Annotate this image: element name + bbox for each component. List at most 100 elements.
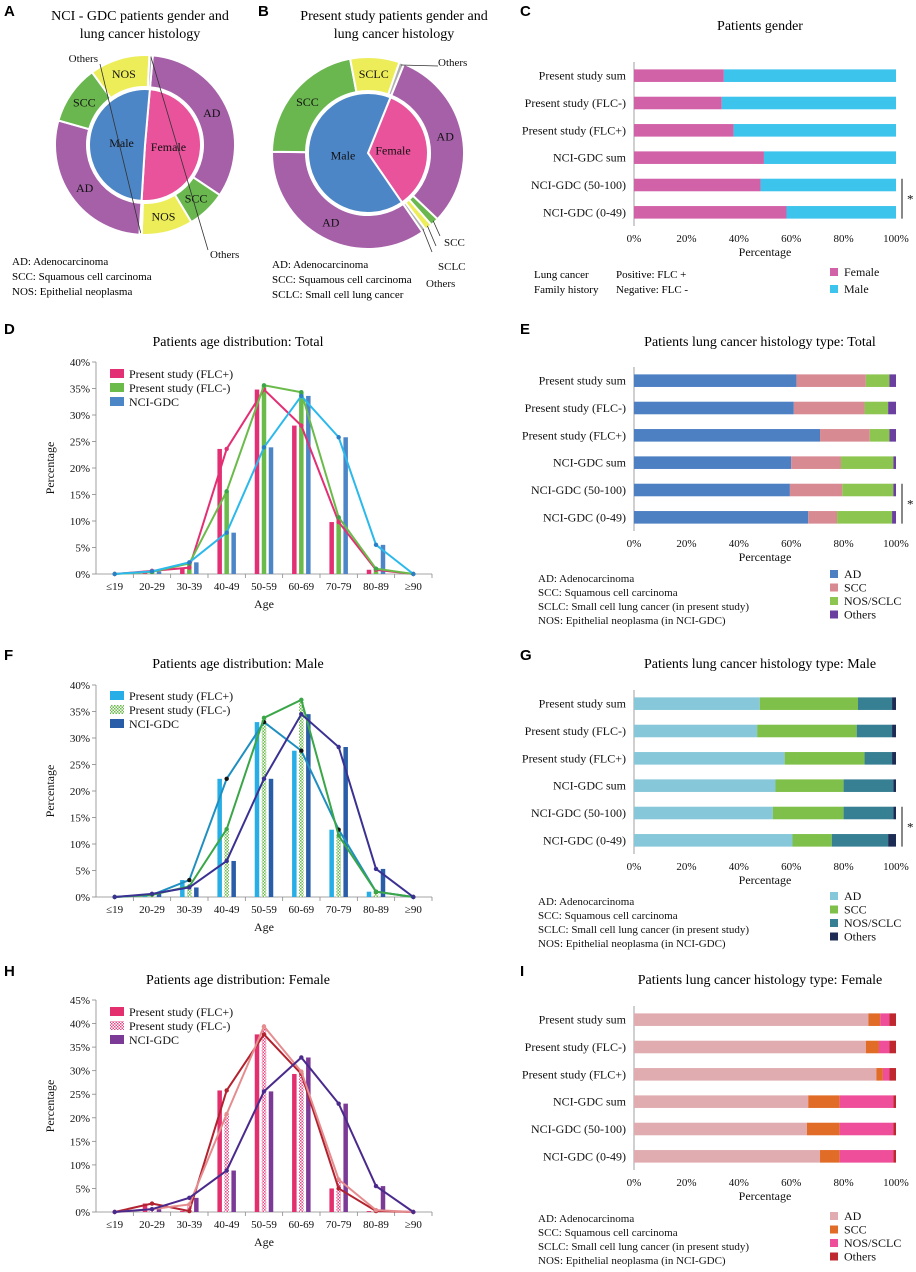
bar [336, 517, 341, 574]
bar [343, 437, 348, 574]
bar-segment [784, 752, 865, 765]
bar-segment [840, 456, 894, 469]
bar-segment [634, 69, 724, 82]
abbreviation-note: SCC: Squamous cell carcinoma [538, 910, 678, 922]
category-label: NCI-GDC sum [553, 1095, 627, 1109]
significance-marker: * [907, 192, 914, 207]
panel-title-line2: lung cancer histology [334, 27, 455, 42]
abbreviation-note: NOS: Epithelial neoplasma (in NCI-GDC) [538, 938, 726, 950]
bar [380, 868, 386, 897]
legend-label: NOS/SCLC [844, 916, 901, 930]
data-point [149, 569, 155, 574]
data-point [373, 566, 379, 571]
x-axis-label: Percentage [739, 245, 792, 259]
bar-segment [634, 1150, 821, 1163]
bar [299, 699, 304, 897]
x-tick-label: ≤19 [106, 581, 124, 593]
data-point [187, 1208, 192, 1214]
panel-title-line1: NCI - GDC patients gender and [51, 9, 229, 24]
bar-segment [793, 401, 865, 415]
x-axis-label: Age [254, 920, 274, 934]
outer-slice-label: SCC [296, 95, 319, 109]
data-point [299, 748, 304, 753]
bar-segment [634, 779, 776, 792]
panel-title: Patients lung cancer histology type: Fem… [638, 973, 883, 988]
data-point [149, 1206, 155, 1212]
y-tick-label: 20% [70, 1113, 90, 1125]
bar-segment [634, 1122, 807, 1136]
bar [380, 1186, 386, 1212]
bar-segment [634, 96, 722, 110]
bar-segment [889, 1040, 896, 1054]
x-tick-label: 100% [883, 233, 909, 245]
data-point [261, 1089, 267, 1094]
y-tick-label: 5% [75, 543, 90, 555]
bar-segment [808, 1095, 840, 1108]
stacked-bar-chart: 0% 20% 40% 60% 80% 100% Percentage Present stud… [522, 690, 914, 950]
legend-swatch [830, 570, 838, 578]
data-point [373, 542, 379, 548]
data-point [336, 833, 341, 838]
age-distribution-chart: 0% 5% 10% 15% 20% 25% 30% 35% 40% ≤19 20-29 30-39 40… [43, 680, 433, 934]
x-tick-label: 40% [729, 233, 749, 245]
label-leader-line [150, 57, 209, 251]
legend-swatch [830, 1212, 838, 1220]
bar-segment [634, 124, 734, 137]
bar [217, 1090, 222, 1212]
data-point [112, 894, 117, 900]
panel-title-line2: lung cancer histology [80, 27, 201, 42]
age-distribution-chart: 0% 5% 10% 15% 20% 25% 30% 35% 40% ≤19 20-29 30-39 40… [43, 357, 433, 611]
x-tick-label: 50-59 [251, 581, 277, 593]
x-tick-label: 0% [627, 1177, 642, 1189]
data-point [224, 826, 229, 832]
bar-segment [831, 834, 889, 847]
bar [261, 1026, 267, 1212]
bar [268, 447, 274, 574]
donut-chart: Female Male AD SCC NOS Others AD SCC NOS Others [54, 53, 239, 261]
x-tick-label: 60-69 [288, 1219, 314, 1231]
category-label: NCI-GDC sum [553, 779, 627, 793]
abbreviation-note: SCLC: Small cell lung cancer (in present… [538, 601, 749, 613]
bar [231, 1170, 236, 1212]
x-tick-label: 20% [676, 233, 696, 245]
panel-title-line1: Present study patients gender and [300, 9, 487, 24]
data-point [373, 866, 379, 872]
x-tick-label: 80% [834, 538, 854, 550]
bar-segment [634, 1095, 809, 1108]
outer-ring-slice [271, 150, 424, 250]
x-tick-label: 60% [781, 861, 801, 873]
bar-segment [865, 374, 890, 387]
bar [299, 392, 304, 574]
outer-slice-label: SCLC [359, 67, 389, 81]
x-tick-label: 80-89 [363, 581, 389, 593]
panel-letter: C [520, 3, 531, 20]
panel-title: Patients age distribution: Male [152, 657, 323, 672]
bar [156, 893, 162, 897]
data-point [261, 383, 267, 388]
legend-swatch [830, 268, 838, 276]
category-label: Present study (FLC+) [522, 428, 626, 442]
bar-segment [876, 1068, 883, 1081]
category-label: Present study (FLC+) [522, 123, 626, 137]
y-tick-label: 35% [70, 384, 90, 396]
bar-segment [786, 206, 896, 219]
x-axis-label: Percentage [739, 873, 792, 887]
y-tick-label: 15% [70, 813, 90, 825]
bar [380, 544, 386, 574]
data-point [149, 891, 155, 897]
outer-slice-label: SCC [185, 192, 208, 206]
legend-label: SCC [844, 581, 867, 595]
bar-segment [634, 483, 790, 497]
legend-swatch [830, 597, 838, 605]
bar [180, 1211, 185, 1212]
x-tick-label: 50-59 [251, 1219, 277, 1231]
y-tick-label: 40% [70, 680, 90, 692]
bar-segment [806, 1122, 840, 1136]
bar-segment [820, 429, 870, 442]
bar-segment [868, 1013, 881, 1026]
data-point [373, 889, 379, 894]
panel-title: Patients lung cancer histology type: Mal… [644, 657, 876, 672]
data-point [299, 711, 304, 717]
legend-label: Present study (FLC+) [129, 1005, 233, 1019]
panel-letter: H [4, 963, 15, 980]
